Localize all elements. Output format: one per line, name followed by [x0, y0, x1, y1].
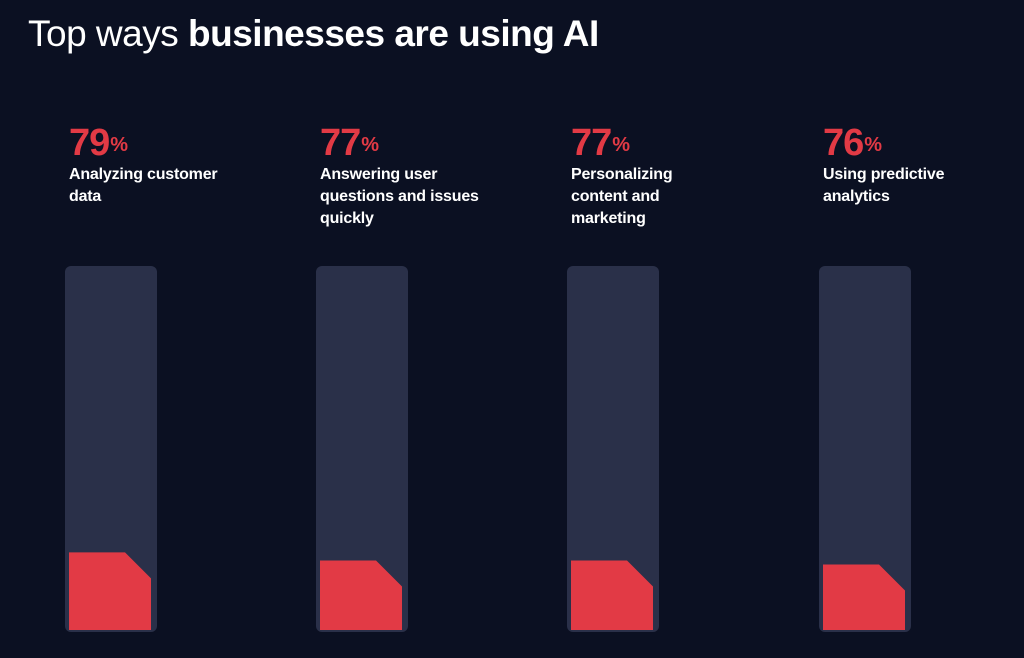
- value-label: 79%: [69, 122, 128, 164]
- value-label: 77%: [320, 122, 379, 164]
- bar-graphic: [567, 266, 659, 632]
- bar-track: [316, 266, 408, 632]
- bar-track: [567, 266, 659, 632]
- value-label: 77%: [571, 122, 630, 164]
- percent-sign: %: [612, 134, 631, 156]
- category-label: Analyzing customer data: [69, 166, 218, 205]
- value-label: 76%: [823, 122, 882, 164]
- bar: [571, 560, 653, 630]
- page-title: Top ways businesses are using AI: [28, 12, 599, 56]
- chart-column: 79% Analyzing customer data: [65, 0, 269, 658]
- bar-graphic: [65, 266, 157, 632]
- bar-track: [819, 266, 911, 632]
- value-number: 79: [69, 122, 110, 164]
- value-number: 77: [320, 122, 361, 164]
- category-label: Using predictive analytics: [823, 166, 945, 205]
- chart-column: 77% Answering user questions and issues …: [316, 0, 520, 658]
- bar-graphic: [819, 266, 911, 632]
- title-prefix: Top ways: [28, 13, 189, 54]
- title-bold: businesses are using AI: [188, 13, 599, 54]
- bar-graphic: [316, 266, 408, 632]
- percent-sign: %: [864, 134, 883, 156]
- category-label: Answering user questions and issues quic…: [320, 166, 479, 227]
- bar: [69, 552, 151, 630]
- category-label: Personalizing content and marketing: [571, 166, 673, 227]
- bar: [823, 564, 905, 630]
- value-number: 77: [571, 122, 612, 164]
- percent-sign: %: [361, 134, 380, 156]
- percent-sign: %: [110, 134, 129, 156]
- bar: [320, 560, 402, 630]
- chart-column: 76% Using predictive analytics: [819, 0, 1023, 658]
- value-number: 76: [823, 122, 864, 164]
- chart-column: 77% Personalizing content and marketing: [567, 0, 771, 658]
- bar-track: [65, 266, 157, 632]
